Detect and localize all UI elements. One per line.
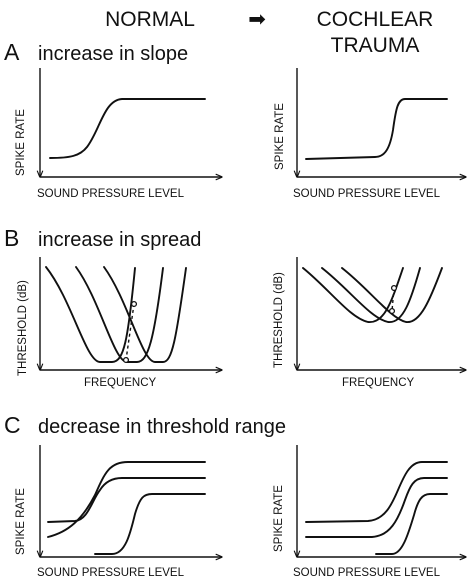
panel-b-normal: THRESHOLD (dB) FREQUENCY bbox=[17, 257, 222, 389]
panel-c-left-axes bbox=[40, 445, 222, 557]
header-normal: NORMAL bbox=[105, 8, 195, 31]
panel-b-left-tuning-3 bbox=[103, 266, 187, 363]
panel-a-trauma: SPIKE RATE SOUND PRESSURE LEVEL bbox=[274, 68, 466, 200]
panel-a-left-xlabel: SOUND PRESSURE LEVEL bbox=[37, 188, 185, 200]
panel-c-left-ylabel: SPIKE RATE bbox=[15, 488, 27, 555]
panel-b-left-ylabel: THRESHOLD (dB) bbox=[17, 280, 29, 376]
panel-b-right-ylabel: THRESHOLD (dB) bbox=[273, 272, 285, 368]
panel-a-right-xlabel: SOUND PRESSURE LEVEL bbox=[293, 188, 441, 200]
panel-c-right-xlabel: SOUND PRESSURE LEVEL bbox=[293, 567, 441, 579]
section-a-letter: A bbox=[4, 39, 20, 65]
panel-b-left-xlabel: FREQUENCY bbox=[84, 377, 157, 389]
panel-a-left-axes bbox=[40, 68, 222, 177]
panel-c-left-curve-2 bbox=[47, 461, 206, 538]
panel-c-right-curve-3 bbox=[375, 493, 448, 555]
section-b-title: increase in spread bbox=[38, 229, 201, 251]
panel-a-right-axes bbox=[297, 68, 466, 177]
panel-b-right-point-upper bbox=[390, 284, 398, 292]
panel-a-right-curve bbox=[305, 98, 448, 160]
panel-a-left-curve bbox=[49, 98, 206, 159]
panel-c-right-curve-1 bbox=[305, 461, 448, 523]
panel-c-right-curve-2 bbox=[305, 477, 448, 538]
panel-b-left-axes bbox=[40, 257, 222, 370]
section-c-title: decrease in threshold range bbox=[38, 416, 286, 438]
header-trauma: TRAUMA bbox=[331, 34, 420, 57]
panel-c-trauma: SPIKE RATE SOUND PRESSURE LEVEL bbox=[273, 445, 466, 579]
header-arrow: ➡ bbox=[248, 8, 266, 31]
panel-c-right-axes bbox=[297, 445, 466, 557]
panel-c-left-curve-1 bbox=[47, 477, 206, 523]
panel-c-normal: SPIKE RATE SOUND PRESSURE LEVEL bbox=[15, 445, 222, 579]
panel-a-normal: SPIKE RATE SOUND PRESSURE LEVEL bbox=[15, 68, 222, 200]
panel-b-trauma: THRESHOLD (dB) FREQUENCY bbox=[273, 257, 466, 389]
panel-b-right-axes bbox=[297, 257, 466, 370]
panel-a-left-ylabel: SPIKE RATE bbox=[15, 109, 27, 176]
panel-b-right-dashed bbox=[391, 287, 395, 312]
panel-b-right-tuning-3 bbox=[341, 267, 443, 323]
header-cochlear: COCHLEAR bbox=[317, 8, 434, 31]
panel-b-left-point-upper bbox=[130, 300, 138, 308]
panel-b-right-point-lower bbox=[388, 307, 396, 315]
section-b-letter: B bbox=[4, 225, 19, 251]
panel-b-right-tuning-2 bbox=[321, 267, 421, 323]
panel-a-right-ylabel: SPIKE RATE bbox=[274, 103, 286, 170]
panel-c-right-ylabel: SPIKE RATE bbox=[273, 485, 285, 552]
section-c-letter: C bbox=[4, 412, 21, 438]
panel-b-left-point-lower bbox=[122, 356, 130, 364]
panel-b-left-tuning-2 bbox=[75, 266, 164, 363]
panel-c-left-curve-3 bbox=[94, 493, 206, 555]
panel-b-right-xlabel: FREQUENCY bbox=[342, 377, 415, 389]
panel-c-left-xlabel: SOUND PRESSURE LEVEL bbox=[37, 567, 185, 579]
section-a-title: increase in slope bbox=[38, 43, 188, 65]
panel-b-left-tuning-1 bbox=[45, 266, 136, 363]
